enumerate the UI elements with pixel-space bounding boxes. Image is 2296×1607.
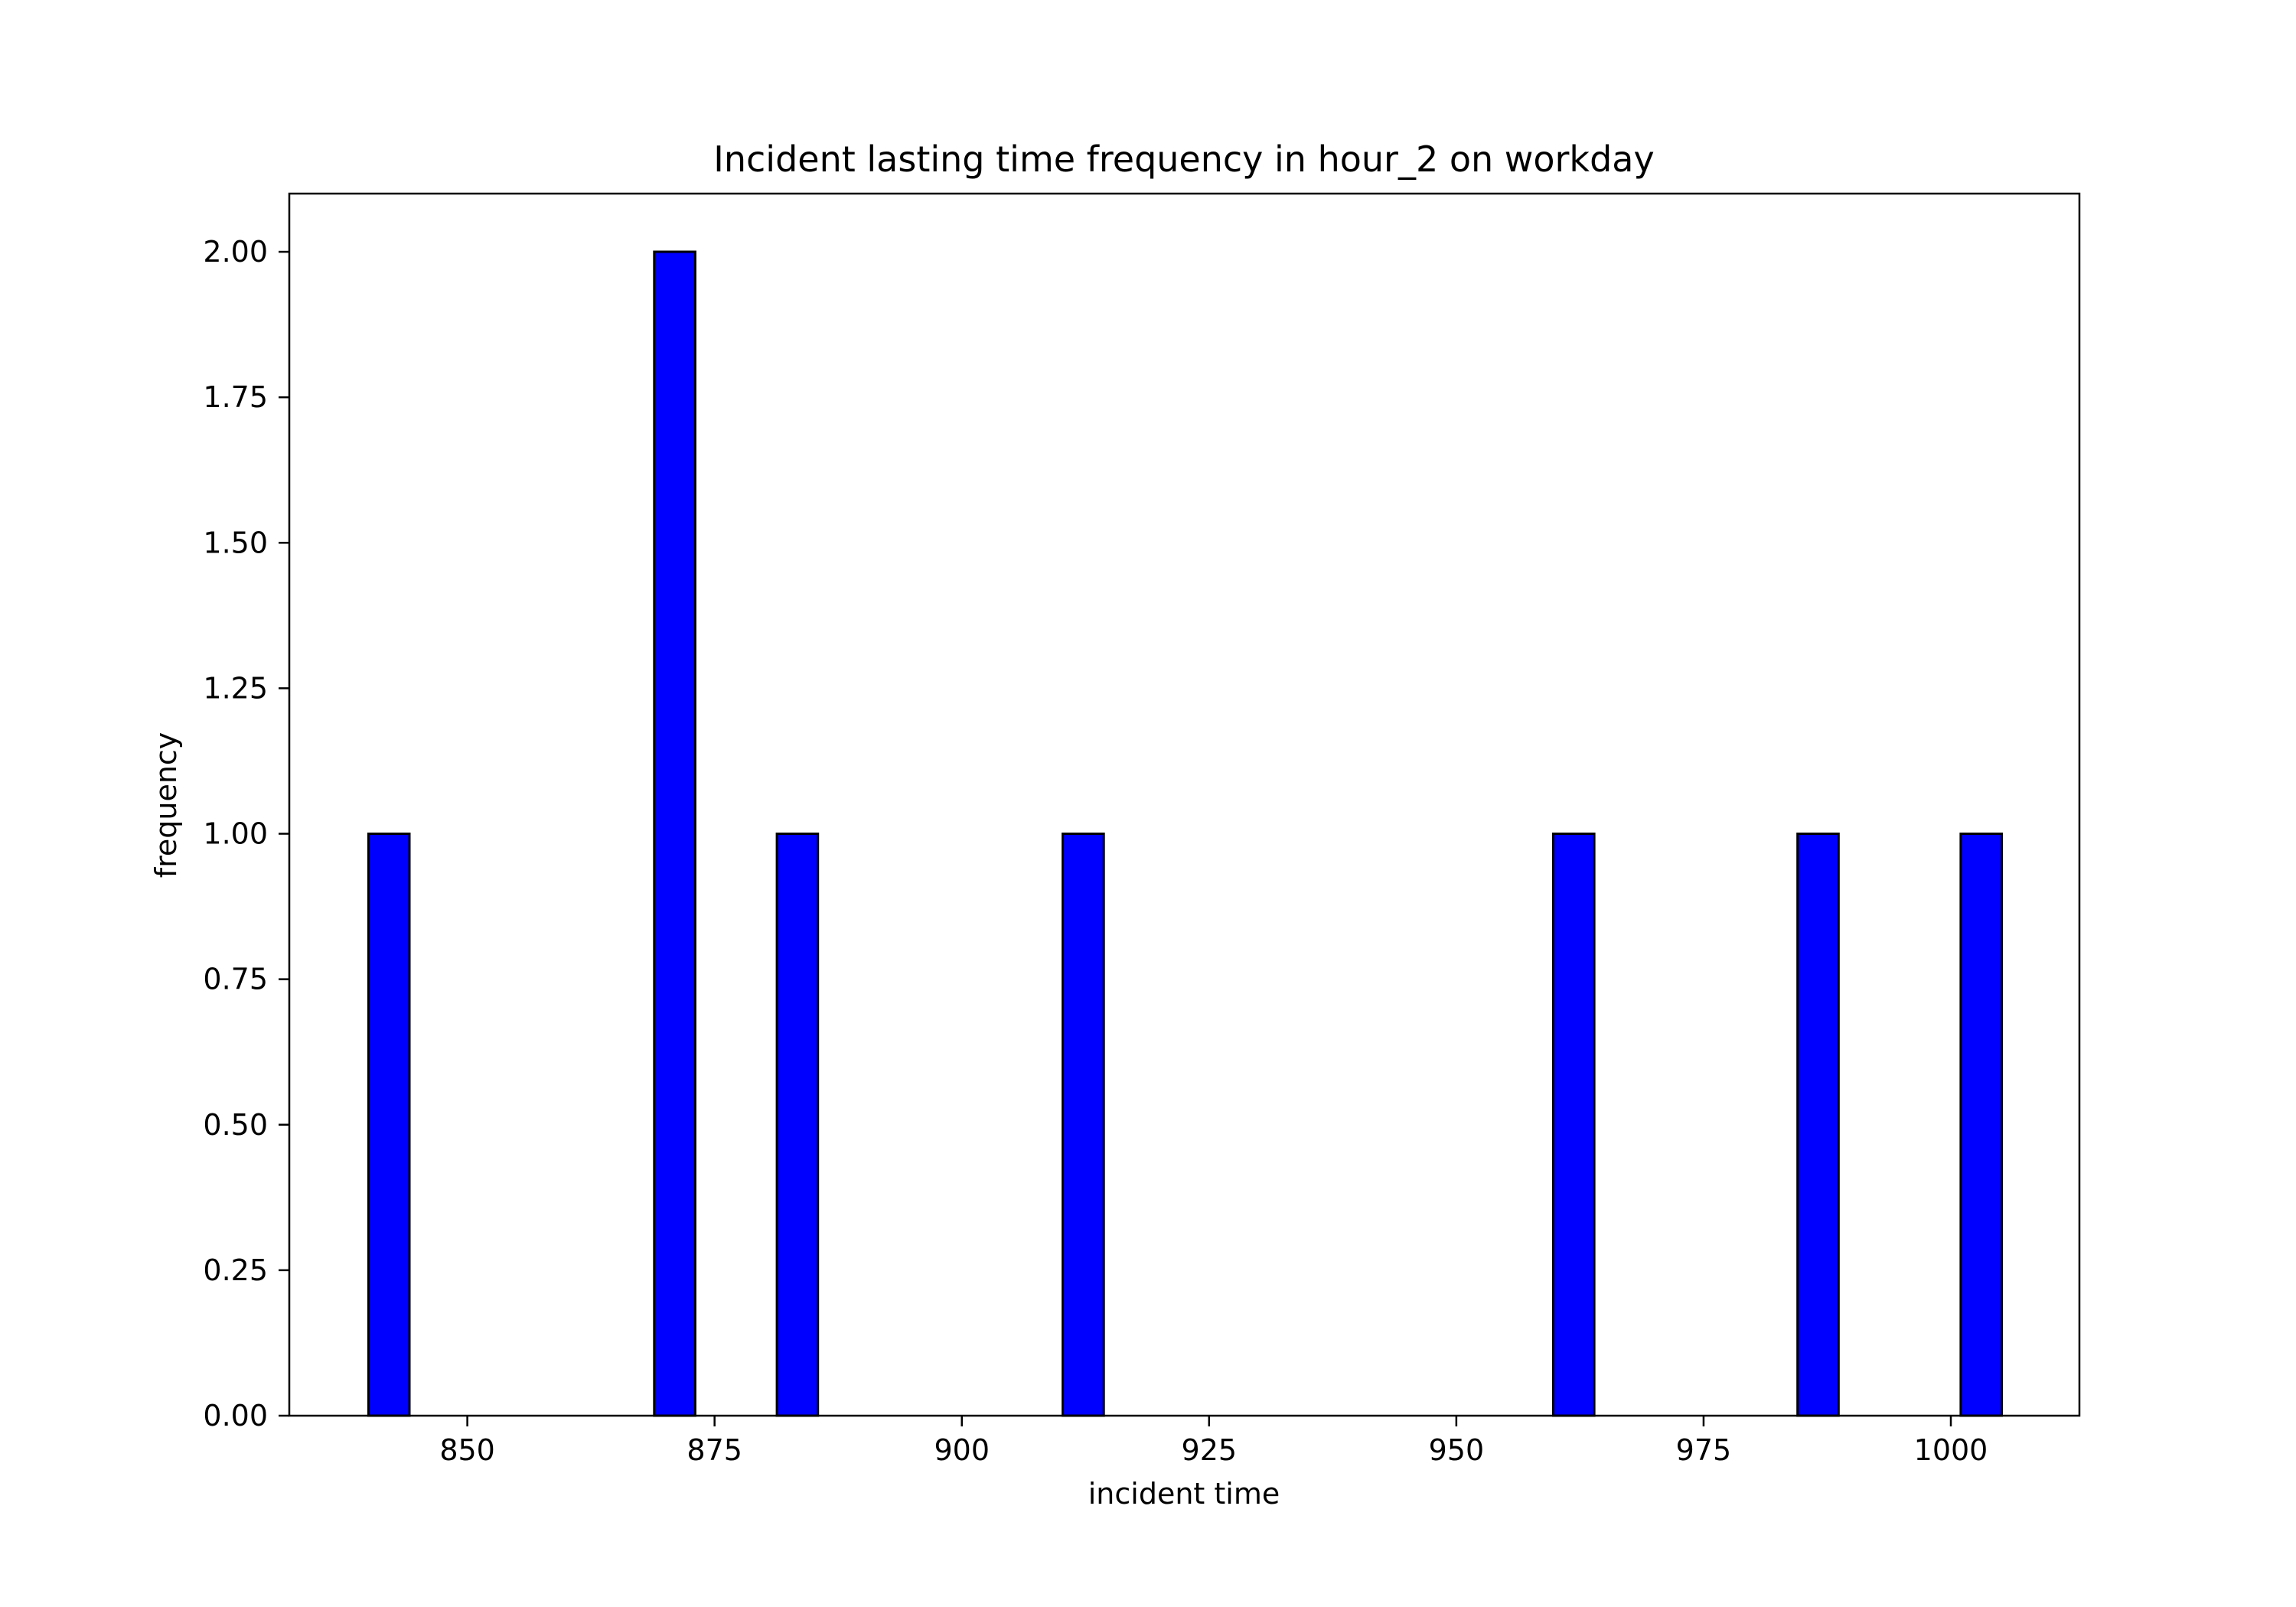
histogram-bar-2 xyxy=(653,250,696,1417)
x-tick-label-6: 975 xyxy=(1676,1433,1732,1467)
histogram-bar-5 xyxy=(1552,833,1596,1417)
y-tick-label-6: 1.25 xyxy=(203,671,268,705)
x-tick-label-7: 1000 xyxy=(1914,1433,1988,1467)
chart-title: Incident lasting time frequency in hour_… xyxy=(713,139,1654,180)
y-axis-label: frequency xyxy=(149,732,183,878)
y-tick-label-9: 2.00 xyxy=(203,235,268,269)
x-tick-label-3: 900 xyxy=(934,1433,990,1467)
plot-frame xyxy=(288,192,2081,1417)
y-tick-label-2: 0.25 xyxy=(203,1253,268,1287)
histogram-bar-1 xyxy=(367,833,411,1417)
histogram-bar-3 xyxy=(775,833,820,1417)
y-tick-label-7: 1.50 xyxy=(203,526,268,559)
x-tick-label-5: 950 xyxy=(1429,1433,1485,1467)
x-tick-label-1: 850 xyxy=(439,1433,495,1467)
y-tick-label-4: 0.75 xyxy=(203,963,268,996)
bars-layer xyxy=(367,250,2003,1417)
histogram-bar-7 xyxy=(1959,833,2003,1417)
y-tick-label-8: 1.75 xyxy=(203,380,268,414)
histogram-bar-4 xyxy=(1062,833,1105,1417)
y-tick-label-5: 1.00 xyxy=(203,817,268,851)
histogram-bar-6 xyxy=(1796,833,1840,1417)
x-tick-label-4: 925 xyxy=(1182,1433,1238,1467)
x-axis-label: incident time xyxy=(1088,1477,1280,1511)
ticks-layer: 850 875 900 925 950 975 1000 0.00 0.25 0.50 0.75 1.… xyxy=(203,235,1988,1467)
y-tick-label-3: 0.50 xyxy=(203,1108,268,1142)
y-tick-label-1: 0.00 xyxy=(203,1399,268,1433)
x-tick-label-2: 875 xyxy=(687,1433,742,1467)
